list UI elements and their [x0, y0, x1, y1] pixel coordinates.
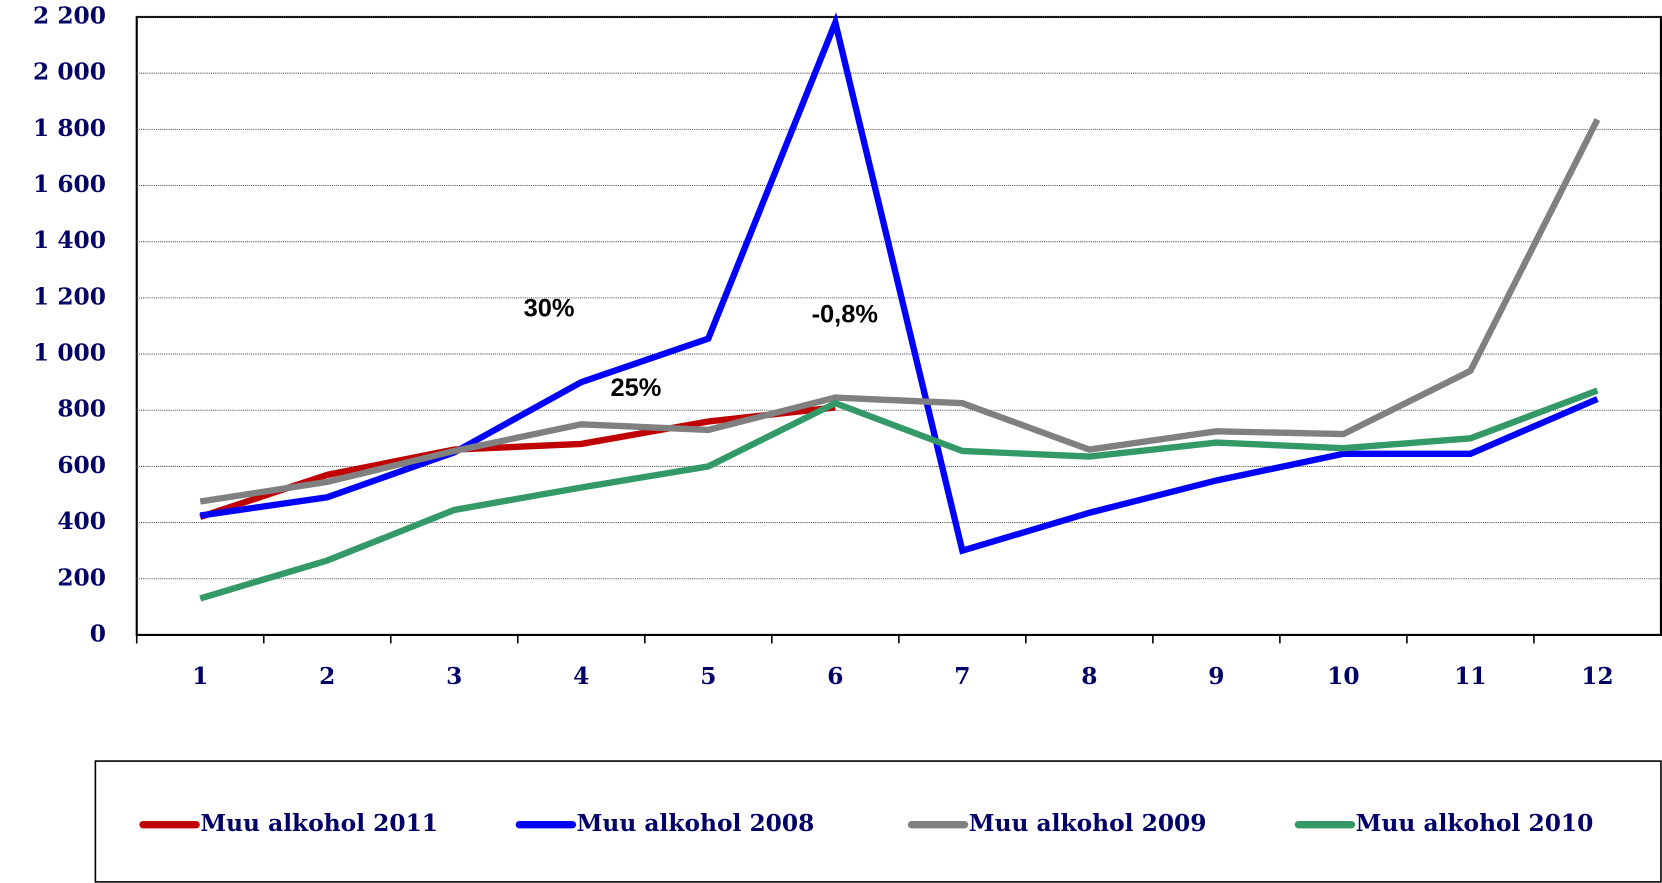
x-tick-label: 12 — [1581, 663, 1613, 690]
legend-box — [94, 760, 1662, 883]
x-tick-label: 7 — [954, 663, 970, 690]
series-line — [199, 118, 1601, 505]
x-tick-label: 2 — [319, 663, 335, 690]
annotation: 30% — [524, 294, 575, 322]
y-tick-label: 400 — [57, 508, 106, 535]
x-tick-label: 8 — [1081, 663, 1097, 690]
legend-label: Muu alkohol 2010 — [1356, 810, 1594, 837]
series-line — [199, 12, 1599, 555]
y-tick-label: 1 000 — [33, 340, 106, 367]
x-tick-label: 3 — [446, 663, 462, 690]
x-tick-label: 10 — [1327, 663, 1359, 690]
annotation: 25% — [611, 374, 662, 402]
y-tick-label: 1 200 — [33, 283, 106, 310]
y-tick-label: 1 800 — [33, 115, 106, 142]
series-line — [199, 404, 836, 520]
y-tick-label: 800 — [57, 396, 106, 423]
legend-label: Muu alkohol 2009 — [969, 810, 1207, 837]
y-tick-label: 0 — [90, 620, 106, 647]
series-line — [199, 387, 1599, 602]
y-tick-label: 200 — [57, 564, 106, 591]
annotation: -0,8% — [812, 301, 878, 329]
y-tick-label: 2 200 — [33, 2, 106, 29]
y-tick-label: 1 400 — [33, 227, 106, 254]
y-tick-label: 2 000 — [33, 59, 106, 86]
x-tick-label: 11 — [1454, 663, 1486, 690]
x-tick-label: 1 — [192, 663, 208, 690]
y-tick-label: 1 600 — [33, 171, 106, 198]
x-tick-label: 4 — [573, 663, 589, 690]
legend-label: Muu alkohol 2008 — [577, 810, 815, 837]
x-tick-label: 5 — [700, 663, 716, 690]
x-tick-label: 6 — [827, 663, 843, 690]
x-tick-label: 9 — [1208, 663, 1224, 690]
y-tick-label: 600 — [57, 452, 106, 479]
legend-label: Muu alkohol 2011 — [200, 810, 438, 837]
